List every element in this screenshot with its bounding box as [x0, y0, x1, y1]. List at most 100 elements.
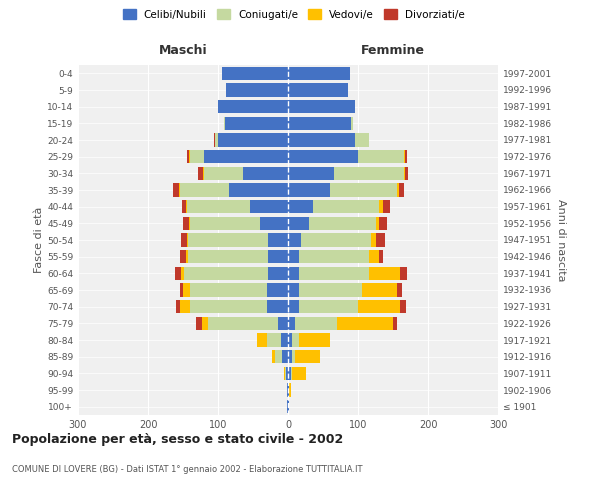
Bar	[188, 234, 268, 246]
Bar	[400, 300, 406, 314]
Bar	[242, 166, 288, 180]
Bar	[355, 134, 368, 146]
Bar	[289, 384, 291, 396]
Bar	[275, 350, 283, 364]
Bar	[225, 116, 288, 130]
Bar	[257, 334, 267, 346]
Bar	[182, 200, 186, 213]
Bar	[358, 150, 404, 164]
Bar	[188, 216, 190, 230]
Bar	[368, 250, 379, 264]
Bar	[272, 350, 275, 364]
Bar	[179, 300, 190, 314]
Bar	[267, 300, 288, 314]
Bar	[173, 184, 179, 196]
Bar	[288, 166, 334, 180]
Bar	[288, 200, 313, 213]
Bar	[187, 150, 189, 164]
Bar	[292, 334, 299, 346]
Bar	[383, 200, 389, 213]
Bar	[288, 384, 289, 396]
Bar	[376, 216, 379, 230]
Bar	[179, 184, 229, 196]
Bar	[337, 316, 393, 330]
Bar	[190, 284, 267, 296]
Bar	[288, 184, 330, 196]
Text: COMUNE DI LOVERE (BG) - Dati ISTAT 1° gennaio 2002 - Elaborazione TUTTITALIA.IT: COMUNE DI LOVERE (BG) - Dati ISTAT 1° ge…	[12, 466, 362, 474]
Bar	[218, 100, 288, 114]
Bar	[208, 316, 277, 330]
Bar	[288, 316, 295, 330]
Bar	[309, 216, 376, 230]
Bar	[204, 150, 288, 164]
Bar	[181, 266, 184, 280]
Text: Popolazione per età, sesso e stato civile - 2002: Popolazione per età, sesso e stato civil…	[12, 432, 343, 446]
Bar	[288, 84, 347, 96]
Bar	[299, 266, 368, 280]
Bar	[203, 166, 204, 180]
Bar	[376, 234, 385, 246]
Bar	[379, 200, 383, 213]
Bar	[283, 350, 288, 364]
Bar	[288, 216, 309, 230]
Bar	[268, 266, 288, 280]
Bar	[250, 200, 288, 213]
Bar	[330, 184, 397, 196]
Bar	[361, 284, 397, 296]
Bar	[292, 366, 306, 380]
Bar	[190, 216, 260, 230]
Bar	[260, 216, 288, 230]
Bar	[299, 334, 330, 346]
Bar	[400, 266, 407, 280]
Bar	[358, 300, 400, 314]
Bar	[179, 284, 183, 296]
Bar	[295, 316, 337, 330]
Bar	[188, 250, 268, 264]
Bar	[397, 284, 402, 296]
Bar	[229, 184, 288, 196]
Bar	[404, 166, 405, 180]
Bar	[301, 234, 371, 246]
Bar	[267, 334, 281, 346]
Bar	[288, 250, 299, 264]
Text: Maschi: Maschi	[158, 44, 208, 57]
Bar	[313, 200, 379, 213]
Bar	[299, 284, 361, 296]
Bar	[288, 134, 355, 146]
Bar	[181, 234, 187, 246]
Bar	[186, 200, 187, 213]
Bar	[371, 234, 376, 246]
Bar	[299, 300, 358, 314]
Bar	[379, 250, 383, 264]
Bar	[180, 250, 186, 264]
Bar	[299, 250, 368, 264]
Bar	[288, 400, 289, 413]
Bar	[288, 350, 292, 364]
Bar	[288, 150, 358, 164]
Bar	[398, 184, 404, 196]
Bar	[215, 134, 218, 146]
Bar	[196, 316, 202, 330]
Bar	[393, 316, 397, 330]
Bar	[405, 166, 409, 180]
Bar	[288, 66, 350, 80]
Bar	[292, 350, 295, 364]
Bar	[287, 400, 288, 413]
Bar	[226, 84, 288, 96]
Y-axis label: Fasce di età: Fasce di età	[34, 207, 44, 273]
Bar	[186, 250, 188, 264]
Bar	[291, 366, 292, 380]
Bar	[351, 116, 353, 130]
Bar	[287, 384, 288, 396]
Bar	[214, 134, 215, 146]
Legend: Celibi/Nubili, Coniugati/e, Vedovi/e, Divorziati/e: Celibi/Nubili, Coniugati/e, Vedovi/e, Di…	[119, 5, 469, 24]
Bar	[184, 266, 268, 280]
Bar	[224, 116, 225, 130]
Bar	[288, 334, 292, 346]
Bar	[268, 250, 288, 264]
Bar	[404, 150, 405, 164]
Bar	[288, 234, 301, 246]
Bar	[405, 150, 407, 164]
Bar	[288, 100, 355, 114]
Bar	[368, 134, 369, 146]
